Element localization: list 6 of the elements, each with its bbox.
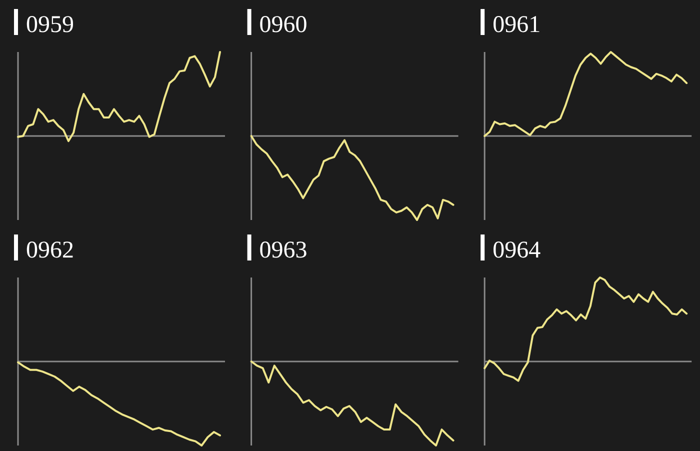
chart-title: 0963 — [259, 238, 308, 264]
chart-title: 0960 — [259, 12, 308, 38]
chart-title: 0964 — [492, 238, 541, 264]
chart-title: 0959 — [26, 12, 74, 38]
chart-title: 0962 — [26, 238, 74, 264]
chart-title: 0961 — [492, 12, 541, 38]
